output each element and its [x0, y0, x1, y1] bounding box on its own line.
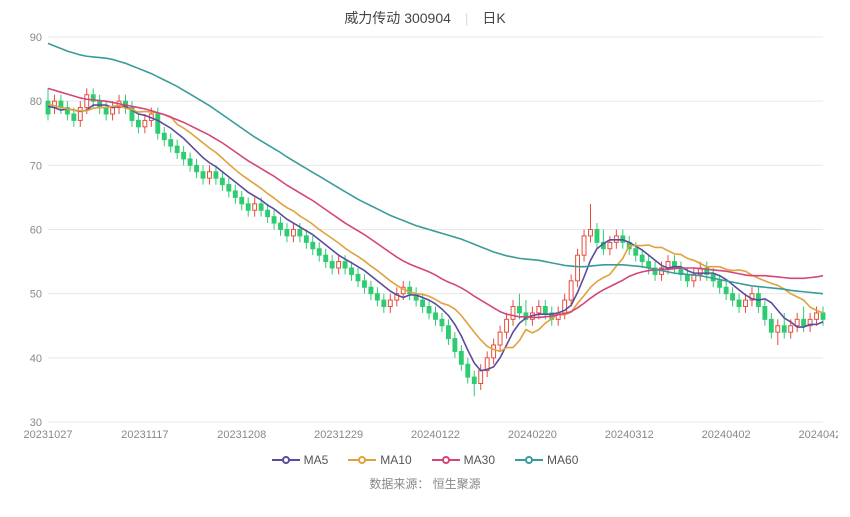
svg-text:20240122: 20240122 — [411, 429, 460, 441]
svg-text:30: 30 — [30, 417, 42, 429]
legend-marker-icon — [515, 454, 543, 466]
svg-text:50: 50 — [30, 289, 42, 301]
legend-item-ma5[interactable]: MA5 — [272, 453, 329, 467]
svg-text:60: 60 — [30, 225, 42, 237]
svg-text:20231027: 20231027 — [24, 429, 73, 441]
svg-text:20240312: 20240312 — [605, 429, 654, 441]
legend-item-ma10[interactable]: MA10 — [348, 453, 411, 467]
source-label: 数据来源： — [369, 477, 429, 491]
plot-area: 30 40 50 60 70 80 90 20231027 20231117 20231208 20… — [18, 32, 838, 447]
legend-label: MA60 — [547, 453, 578, 467]
chart-container: 威力传动 300904 | 日K 30 40 50 60 70 80 90 20231027 2… — [0, 0, 850, 517]
chart-svg: 30 40 50 60 70 80 90 20231027 20231117 20231208 20… — [18, 32, 838, 447]
title-name: 威力传动 — [344, 10, 400, 26]
legend-label: MA5 — [304, 453, 329, 467]
source-name: 恒生聚源 — [433, 477, 481, 491]
svg-text:80: 80 — [30, 96, 42, 108]
legend-label: MA10 — [380, 453, 411, 467]
legend-marker-icon — [348, 454, 376, 466]
title-period: 日K — [482, 10, 505, 26]
svg-text:20231208: 20231208 — [217, 429, 266, 441]
source: 数据来源： 恒生聚源 — [0, 471, 850, 496]
svg-text:20231117: 20231117 — [121, 429, 168, 441]
svg-text:20231229: 20231229 — [314, 429, 363, 441]
svg-text:20240402: 20240402 — [702, 429, 751, 441]
legend-marker-icon — [432, 454, 460, 466]
svg-text:40: 40 — [30, 353, 42, 365]
svg-text:70: 70 — [30, 160, 42, 172]
legend-marker-icon — [272, 454, 300, 466]
legend: MA5 MA10 MA30 MA60 — [0, 447, 850, 471]
chart-title: 威力传动 300904 | 日K — [0, 0, 850, 32]
legend-item-ma30[interactable]: MA30 — [432, 453, 495, 467]
title-separator: | — [465, 10, 469, 26]
title-code: 300904 — [404, 10, 451, 26]
svg-text:90: 90 — [30, 32, 42, 44]
svg-text:20240424: 20240424 — [799, 429, 838, 441]
legend-item-ma60[interactable]: MA60 — [515, 453, 578, 467]
svg-text:20240220: 20240220 — [508, 429, 557, 441]
legend-label: MA30 — [464, 453, 495, 467]
